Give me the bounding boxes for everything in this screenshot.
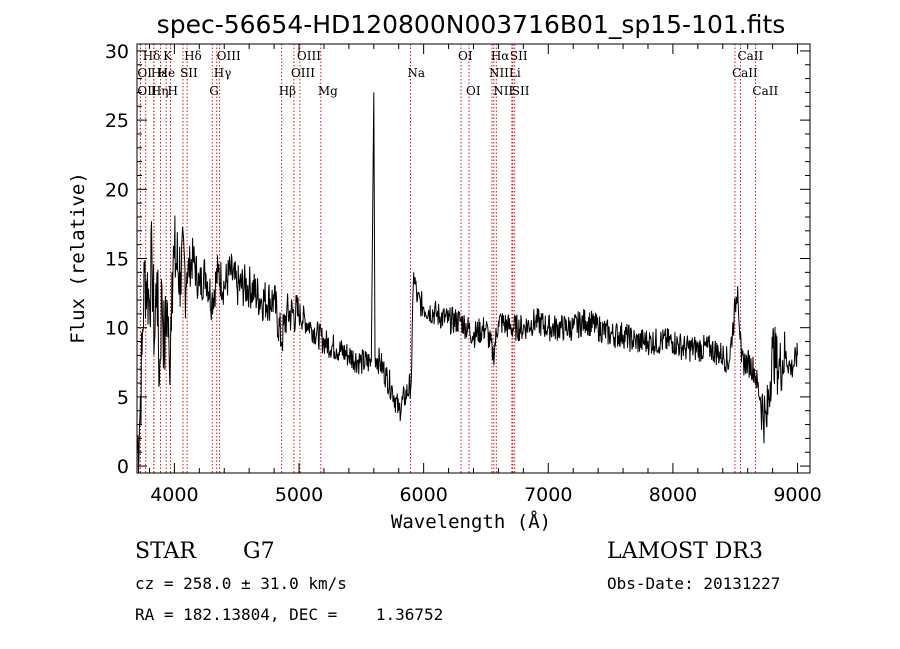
ra-dec: RA = 182.13804, DEC = 1.36752 [135, 605, 444, 624]
marker-label-7: H [168, 84, 178, 98]
marker-label-17: Na [407, 66, 425, 80]
marker-label-21: SII [510, 49, 528, 63]
observation-date: Obs-Date: 20131227 [607, 574, 781, 593]
marker-label-15: OIII [291, 66, 315, 80]
y-tick-labels: 0 5 10 15 20 25 30 [105, 41, 129, 478]
spectrum-series-line [136, 92, 798, 473]
x-tick-label: 9000 [773, 484, 821, 506]
marker-label-28: CaII [752, 84, 778, 98]
x-axis-label: Wavelength (Å) [391, 510, 551, 533]
y-tick-label: 10 [105, 318, 129, 340]
x-tick-label: 8000 [649, 484, 697, 506]
marker-label-19: OI [466, 84, 481, 98]
marker-label-11: Hγ [214, 66, 232, 80]
redshift-cz: cz = 258.0 ± 31.0 km/s [135, 574, 347, 593]
marker-label-27: CaII [732, 66, 758, 80]
chart-title: spec-56654-HD120800N003716B01_sp15-101.f… [157, 10, 786, 39]
marker-label-22: NII [489, 66, 509, 80]
marker-label-26: CaII [737, 49, 763, 63]
marker-label-18: OI [458, 49, 473, 63]
x-tick-label: 6000 [399, 484, 447, 506]
marker-label-2: OII [137, 84, 157, 98]
marker-label-10: OIII [217, 49, 241, 63]
marker-label-6: He [158, 66, 176, 80]
y-tick-label: 30 [105, 41, 129, 63]
marker-label-9: SII [180, 66, 198, 80]
marker-label-24: NII [493, 84, 513, 98]
marker-label-13: Hβ [279, 84, 296, 98]
marker-label-3: Hε [151, 66, 168, 80]
y-tick-label: 20 [105, 179, 129, 201]
x-tick-label: 7000 [524, 484, 572, 506]
plot-frame [136, 43, 811, 474]
x-tick-labels: 4000 5000 6000 7000 8000 9000 [150, 484, 822, 506]
marker-label-25: SII [512, 84, 530, 98]
x-tick-label: 5000 [275, 484, 323, 506]
marker-label-16: Mg [318, 84, 338, 98]
object-class: STAR [135, 539, 196, 564]
object-subclass: G7 [243, 539, 275, 564]
y-tick-label: 15 [105, 249, 129, 271]
marker-label-1: OI [137, 66, 152, 80]
y-axis-label: Flux (relative) [67, 172, 89, 344]
marker-label-0: Hδ [143, 49, 161, 63]
survey-name: LAMOST DR3 [607, 539, 763, 564]
y-tick-label: 25 [105, 110, 129, 132]
axis-ticks [137, 44, 810, 473]
marker-label-4: Hη [151, 84, 169, 98]
y-tick-label: 0 [117, 456, 129, 478]
marker-label-14: OIII [297, 49, 321, 63]
marker-label-12: G [209, 84, 219, 98]
marker-label-8: Hδ [184, 49, 202, 63]
x-tick-label: 4000 [150, 484, 198, 506]
marker-label-20: Hα [491, 49, 510, 63]
marker-label-5: K [163, 49, 173, 63]
y-tick-label: 5 [117, 387, 129, 409]
